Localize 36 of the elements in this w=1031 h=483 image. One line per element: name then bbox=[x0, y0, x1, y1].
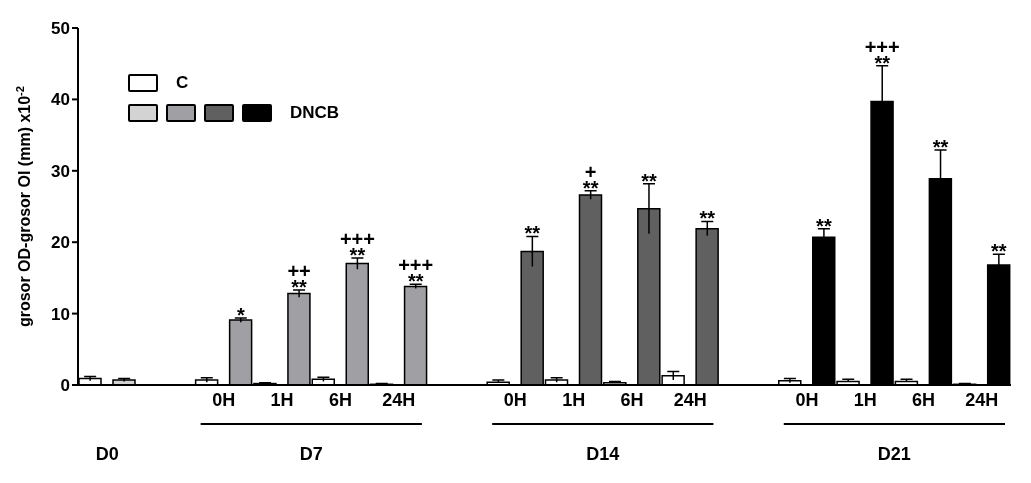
data-label: +++ ** bbox=[864, 35, 900, 74]
data-label: +++ ** bbox=[398, 254, 434, 293]
data-label: + ** bbox=[582, 160, 599, 199]
legend-label: C bbox=[176, 73, 189, 93]
data-label: ++ ** bbox=[287, 260, 311, 299]
data-label: ** bbox=[524, 222, 541, 245]
x-tick-label: 6H bbox=[620, 389, 644, 410]
y-tick-label: 10 bbox=[51, 304, 70, 324]
text: D7 bbox=[299, 444, 323, 464]
x-tick-label: 6H bbox=[912, 389, 936, 410]
y-tick-label: 30 bbox=[51, 161, 70, 181]
data-label: +++ ** bbox=[339, 227, 375, 266]
text: D0 bbox=[95, 444, 119, 464]
text: D14 bbox=[586, 444, 620, 464]
y-tick-label: 0 bbox=[60, 376, 70, 396]
x-tick-label: 0H bbox=[212, 389, 236, 410]
data-label: ** bbox=[816, 214, 832, 237]
x-tick-label: 24H bbox=[965, 389, 999, 410]
x-tick-label: 24H bbox=[673, 389, 707, 410]
x-tick-label: 1H bbox=[853, 389, 877, 410]
x-tick-label: 1H bbox=[562, 389, 586, 410]
data-label: ** bbox=[932, 136, 949, 159]
data-label: ** bbox=[641, 169, 657, 192]
data-label: * bbox=[236, 303, 245, 326]
x-tick-label: 0H bbox=[503, 389, 527, 410]
text: D21 bbox=[877, 444, 911, 464]
legend-label: DNCB bbox=[290, 103, 340, 123]
x-tick-label: 0H bbox=[795, 389, 819, 410]
y-tick-label: 20 bbox=[51, 233, 70, 253]
y-tick-label: 50 bbox=[51, 19, 70, 39]
x-tick-label: 24H bbox=[382, 389, 416, 410]
y-tick-label: 40 bbox=[51, 90, 70, 110]
x-tick-label: 6H bbox=[328, 389, 352, 410]
data-label: ** bbox=[699, 207, 716, 230]
x-tick-label: 1H bbox=[270, 389, 294, 410]
data-label: ** bbox=[991, 240, 1007, 263]
